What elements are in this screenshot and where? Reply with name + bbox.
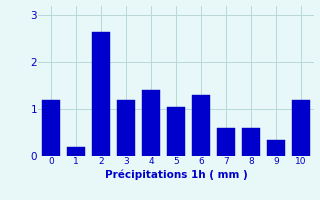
Bar bbox=[67, 147, 85, 156]
Bar bbox=[267, 140, 285, 156]
Bar bbox=[92, 32, 110, 156]
Bar bbox=[167, 107, 185, 156]
Bar bbox=[117, 100, 135, 156]
Bar bbox=[242, 128, 260, 156]
X-axis label: Précipitations 1h ( mm ): Précipitations 1h ( mm ) bbox=[105, 169, 247, 180]
Bar bbox=[292, 100, 310, 156]
Bar bbox=[192, 95, 210, 156]
Bar bbox=[217, 128, 235, 156]
Bar bbox=[42, 100, 60, 156]
Bar bbox=[142, 90, 160, 156]
